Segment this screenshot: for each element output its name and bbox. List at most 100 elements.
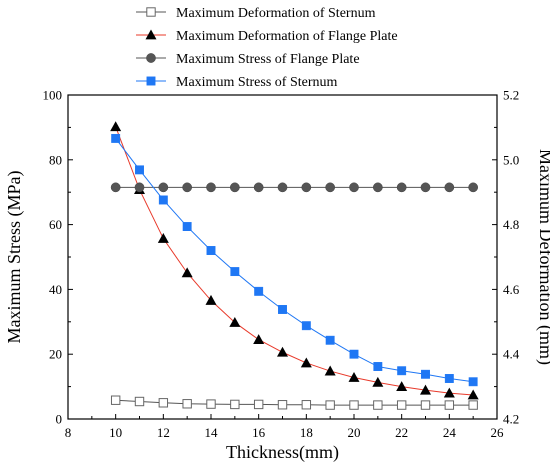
- legend-label: Maximum Deformation of Sternum: [176, 6, 376, 21]
- data-point: [110, 121, 122, 132]
- series-layer: [110, 121, 479, 410]
- y-left-tick-label: 0: [56, 412, 63, 427]
- data-point: [182, 399, 192, 409]
- data-point: [372, 182, 383, 193]
- data-point: [181, 267, 193, 278]
- x-tick-label: 10: [109, 425, 122, 440]
- axis-ticks: 8 10 12 14 16 18 20 22 24 26 0 20 40 60 80 100 4.2 4.4 4.6…: [43, 88, 520, 441]
- series-line: [115, 138, 474, 383]
- data-point: [372, 376, 384, 387]
- x-tick-label: 8: [65, 425, 72, 440]
- data-point: [420, 400, 431, 410]
- x-axis-title: Thickness(mm): [226, 442, 339, 463]
- data-point: [230, 267, 240, 277]
- data-point: [229, 316, 241, 327]
- x-tick-label: 22: [395, 425, 408, 440]
- data-point: [301, 321, 311, 331]
- data-point: [349, 400, 359, 410]
- data-point: [443, 387, 455, 398]
- data-point: [206, 246, 216, 255]
- legend-label: Maximum Deformation of Flange Plate: [176, 29, 398, 44]
- x-tick-label: 18: [300, 425, 313, 440]
- data-point: [110, 395, 121, 405]
- data-point: [206, 182, 216, 193]
- legend-item: Maximum Stress of Flange Plate: [136, 52, 360, 67]
- data-point: [182, 182, 193, 193]
- legend-label: Maximum Stress of Sternum: [176, 75, 337, 90]
- legend-marker: [145, 29, 157, 40]
- data-point: [277, 182, 288, 193]
- y-left-tick-label: 80: [49, 152, 62, 167]
- data-point: [468, 400, 478, 410]
- legend-marker: [146, 53, 156, 63]
- series-2: [110, 182, 479, 193]
- data-point: [325, 182, 336, 193]
- data-point: [253, 182, 264, 193]
- data-point: [253, 334, 265, 345]
- data-point: [444, 400, 455, 410]
- y-left-tick-label: 100: [43, 88, 63, 103]
- data-point: [397, 366, 407, 376]
- series-0: [110, 395, 478, 410]
- plot-frame: [67, 94, 498, 420]
- data-point: [253, 399, 264, 410]
- x-tick-label: 16: [252, 425, 266, 440]
- legend-marker: [146, 7, 156, 17]
- legend-item: Maximum Deformation of Flange Plate: [136, 29, 398, 44]
- data-point: [205, 294, 217, 305]
- data-point: [134, 182, 145, 193]
- legend-label: Maximum Stress of Flange Plate: [176, 52, 360, 67]
- data-point: [396, 400, 407, 410]
- y-left-tick-label: 20: [49, 347, 62, 362]
- data-point: [277, 400, 288, 410]
- y-right-tick-label: 4.2: [503, 412, 519, 427]
- x-tick-label: 26: [491, 425, 505, 440]
- data-point: [324, 365, 336, 376]
- data-point: [254, 286, 264, 296]
- data-point: [325, 335, 335, 345]
- data-point: [421, 369, 430, 379]
- y-right-tick-label: 5.0: [503, 152, 519, 167]
- y-right-tick-label: 4.4: [503, 347, 520, 362]
- data-point: [467, 389, 479, 400]
- data-point: [396, 381, 408, 391]
- x-tick-label: 24: [443, 425, 457, 440]
- data-point: [373, 400, 383, 410]
- data-point: [158, 182, 169, 193]
- series-1: [110, 121, 479, 400]
- legend-item: Maximum Deformation of Sternum: [136, 6, 376, 21]
- data-point: [230, 399, 240, 410]
- data-point: [301, 400, 312, 410]
- x-tick-label: 12: [157, 425, 170, 440]
- series-3: [111, 133, 478, 387]
- series-line: [115, 126, 474, 396]
- data-point: [349, 349, 359, 359]
- y-axis-right-title: Maximum Deformation (mm): [535, 149, 550, 365]
- x-tick-label: 20: [348, 425, 361, 440]
- legend: Maximum Deformation of Sternum Maximum De…: [136, 6, 398, 90]
- data-point: [444, 374, 454, 383]
- data-point: [373, 362, 383, 371]
- y-left-tick-label: 60: [49, 217, 62, 232]
- data-point: [182, 222, 192, 231]
- data-point: [111, 133, 121, 143]
- y-axis-left-title: Maximum Stress (MPa): [4, 170, 25, 343]
- y-right-tick-label: 4.6: [503, 282, 520, 297]
- data-point: [229, 182, 240, 193]
- data-point: [301, 182, 312, 193]
- data-point: [278, 305, 287, 314]
- data-point: [444, 182, 455, 193]
- data-point: [277, 346, 288, 357]
- data-point: [468, 182, 479, 193]
- series-line: [115, 399, 474, 406]
- data-point: [396, 182, 407, 193]
- data-point: [349, 182, 359, 193]
- legend-item: Maximum Stress of Sternum: [136, 75, 337, 90]
- data-point: [135, 165, 144, 175]
- data-point: [158, 195, 168, 205]
- data-point: [134, 396, 145, 407]
- data-point: [110, 182, 121, 193]
- data-point: [157, 233, 169, 243]
- legend-marker: [146, 76, 156, 86]
